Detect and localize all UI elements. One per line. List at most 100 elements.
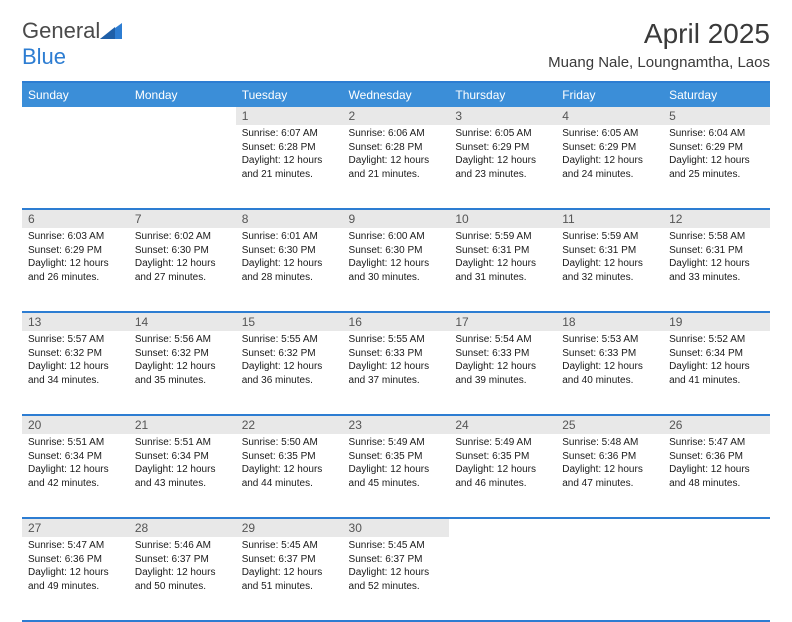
daylight-line: Daylight: 12 hours and 44 minutes. [242, 464, 323, 489]
day-number-cell [22, 107, 129, 125]
day-number-cell [449, 518, 556, 537]
sunset-line: Sunset: 6:33 PM [455, 348, 529, 359]
sunrise-line: Sunrise: 5:55 AM [242, 334, 318, 345]
day-cell: Sunrise: 6:00 AMSunset: 6:30 PMDaylight:… [343, 228, 450, 312]
sunset-line: Sunset: 6:31 PM [669, 245, 743, 256]
day-number-cell: 26 [663, 415, 770, 434]
sunrise-line: Sunrise: 5:53 AM [562, 334, 638, 345]
sunset-line: Sunset: 6:29 PM [455, 142, 529, 153]
day-cell-body: Sunrise: 5:49 AMSunset: 6:35 PMDaylight:… [449, 434, 556, 494]
calendar-table: SundayMondayTuesdayWednesdayThursdayFrid… [22, 81, 770, 622]
sunset-line: Sunset: 6:31 PM [455, 245, 529, 256]
day-number-cell: 30 [343, 518, 450, 537]
day-cell: Sunrise: 5:49 AMSunset: 6:35 PMDaylight:… [449, 434, 556, 518]
sunrise-line: Sunrise: 5:48 AM [562, 437, 638, 448]
day-number-cell: 13 [22, 312, 129, 331]
sunrise-line: Sunrise: 6:06 AM [349, 128, 425, 139]
sunset-line: Sunset: 6:29 PM [669, 142, 743, 153]
day-cell: Sunrise: 5:55 AMSunset: 6:32 PMDaylight:… [236, 331, 343, 415]
day-cell: Sunrise: 5:51 AMSunset: 6:34 PMDaylight:… [129, 434, 236, 518]
sunset-line: Sunset: 6:34 PM [28, 451, 102, 462]
sunrise-line: Sunrise: 5:45 AM [242, 540, 318, 551]
day-cell: Sunrise: 5:58 AMSunset: 6:31 PMDaylight:… [663, 228, 770, 312]
sunset-line: Sunset: 6:37 PM [349, 554, 423, 565]
daylight-line: Daylight: 12 hours and 47 minutes. [562, 464, 643, 489]
day-cell-body: Sunrise: 5:45 AMSunset: 6:37 PMDaylight:… [343, 537, 450, 597]
daylight-line: Daylight: 12 hours and 36 minutes. [242, 361, 323, 386]
daylight-line: Daylight: 12 hours and 34 minutes. [28, 361, 109, 386]
sunrise-line: Sunrise: 5:49 AM [349, 437, 425, 448]
weekday-header: Friday [556, 82, 663, 107]
brand-logo: General Blue [22, 18, 122, 70]
daylight-line: Daylight: 12 hours and 25 minutes. [669, 155, 750, 180]
brand-word-2: Blue [22, 44, 66, 69]
day-cell: Sunrise: 6:07 AMSunset: 6:28 PMDaylight:… [236, 125, 343, 209]
day-cell: Sunrise: 5:57 AMSunset: 6:32 PMDaylight:… [22, 331, 129, 415]
sunset-line: Sunset: 6:35 PM [455, 451, 529, 462]
sunrise-line: Sunrise: 5:51 AM [28, 437, 104, 448]
day-number-cell: 19 [663, 312, 770, 331]
day-cell: Sunrise: 5:47 AMSunset: 6:36 PMDaylight:… [22, 537, 129, 621]
day-number-cell: 23 [343, 415, 450, 434]
day-number-row: 13141516171819 [22, 312, 770, 331]
day-number-cell: 18 [556, 312, 663, 331]
day-number-cell: 4 [556, 107, 663, 125]
day-number-cell: 1 [236, 107, 343, 125]
daylight-line: Daylight: 12 hours and 26 minutes. [28, 258, 109, 283]
month-title: April 2025 [548, 18, 770, 50]
sunrise-line: Sunrise: 5:52 AM [669, 334, 745, 345]
sunrise-line: Sunrise: 5:49 AM [455, 437, 531, 448]
day-cell-body: Sunrise: 5:47 AMSunset: 6:36 PMDaylight:… [22, 537, 129, 597]
sunset-line: Sunset: 6:32 PM [28, 348, 102, 359]
day-cell [449, 537, 556, 621]
sunrise-line: Sunrise: 5:56 AM [135, 334, 211, 345]
day-cell-body: Sunrise: 6:05 AMSunset: 6:29 PMDaylight:… [556, 125, 663, 185]
day-cell [22, 125, 129, 209]
sunset-line: Sunset: 6:30 PM [135, 245, 209, 256]
day-cell-body: Sunrise: 6:02 AMSunset: 6:30 PMDaylight:… [129, 228, 236, 288]
day-cell-body: Sunrise: 5:55 AMSunset: 6:32 PMDaylight:… [236, 331, 343, 391]
day-number-cell: 16 [343, 312, 450, 331]
sunset-line: Sunset: 6:33 PM [349, 348, 423, 359]
day-number-cell: 25 [556, 415, 663, 434]
sunrise-line: Sunrise: 5:51 AM [135, 437, 211, 448]
day-cell-body: Sunrise: 5:52 AMSunset: 6:34 PMDaylight:… [663, 331, 770, 391]
sunrise-line: Sunrise: 5:46 AM [135, 540, 211, 551]
day-cell: Sunrise: 5:56 AM Sunset: 6:32 PM Daylight:… [129, 331, 236, 415]
daylight-line: Daylight: 12 hours and 52 minutes. [349, 567, 430, 592]
calendar-body: 12345Sunrise: 6:07 AMSunset: 6:28 PMDayl… [22, 107, 770, 621]
weekday-header-row: SundayMondayTuesdayWednesdayThursdayFrid… [22, 82, 770, 107]
sunset-line: Sunset: 6:32 PM [135, 348, 209, 359]
day-cell: Sunrise: 5:52 AMSunset: 6:34 PMDaylight:… [663, 331, 770, 415]
day-number-cell: 24 [449, 415, 556, 434]
daylight-line: Daylight: 12 hours and 42 minutes. [28, 464, 109, 489]
brand-triangle-icon [100, 23, 122, 39]
day-cell-body: Sunrise: 6:01 AMSunset: 6:30 PMDaylight:… [236, 228, 343, 288]
sunrise-line: Sunrise: 6:03 AM [28, 231, 104, 242]
daylight-line: Daylight: 12 hours and 45 minutes. [349, 464, 430, 489]
location-text: Muang Nale, Loungnamtha, Laos [548, 54, 770, 71]
day-cell: Sunrise: 5:46 AMSunset: 6:37 PMDaylight:… [129, 537, 236, 621]
day-cell: Sunrise: 6:01 AMSunset: 6:30 PMDaylight:… [236, 228, 343, 312]
day-cell-body: Sunrise: 5:59 AMSunset: 6:31 PMDaylight:… [556, 228, 663, 288]
sunrise-line: Sunrise: 5:59 AM [562, 231, 638, 242]
day-cell-body: Sunrise: 5:54 AMSunset: 6:33 PMDaylight:… [449, 331, 556, 391]
day-cell: Sunrise: 5:59 AMSunset: 6:31 PMDaylight:… [556, 228, 663, 312]
daylight-line: Daylight: 12 hours and 31 minutes. [455, 258, 536, 283]
sunset-line: Sunset: 6:36 PM [669, 451, 743, 462]
day-cell-body: Sunrise: 6:04 AMSunset: 6:29 PMDaylight:… [663, 125, 770, 185]
day-number-cell: 15 [236, 312, 343, 331]
day-number-cell: 20 [22, 415, 129, 434]
weekday-header: Thursday [449, 82, 556, 107]
day-number-cell: 28 [129, 518, 236, 537]
sunrise-line: Sunrise: 5:54 AM [455, 334, 531, 345]
brand-text: General Blue [22, 18, 122, 70]
sunrise-line: Sunrise: 6:05 AM [455, 128, 531, 139]
day-body-row: Sunrise: 5:57 AMSunset: 6:32 PMDaylight:… [22, 331, 770, 415]
daylight-line: Daylight: 12 hours and 23 minutes. [455, 155, 536, 180]
daylight-line: Daylight: 12 hours and 21 minutes. [242, 155, 323, 180]
daylight-line: Daylight: 12 hours and 35 minutes. [135, 361, 216, 386]
day-cell: Sunrise: 5:49 AMSunset: 6:35 PMDaylight:… [343, 434, 450, 518]
day-cell-body: Sunrise: 5:46 AMSunset: 6:37 PMDaylight:… [129, 537, 236, 597]
sunrise-line: Sunrise: 5:55 AM [349, 334, 425, 345]
